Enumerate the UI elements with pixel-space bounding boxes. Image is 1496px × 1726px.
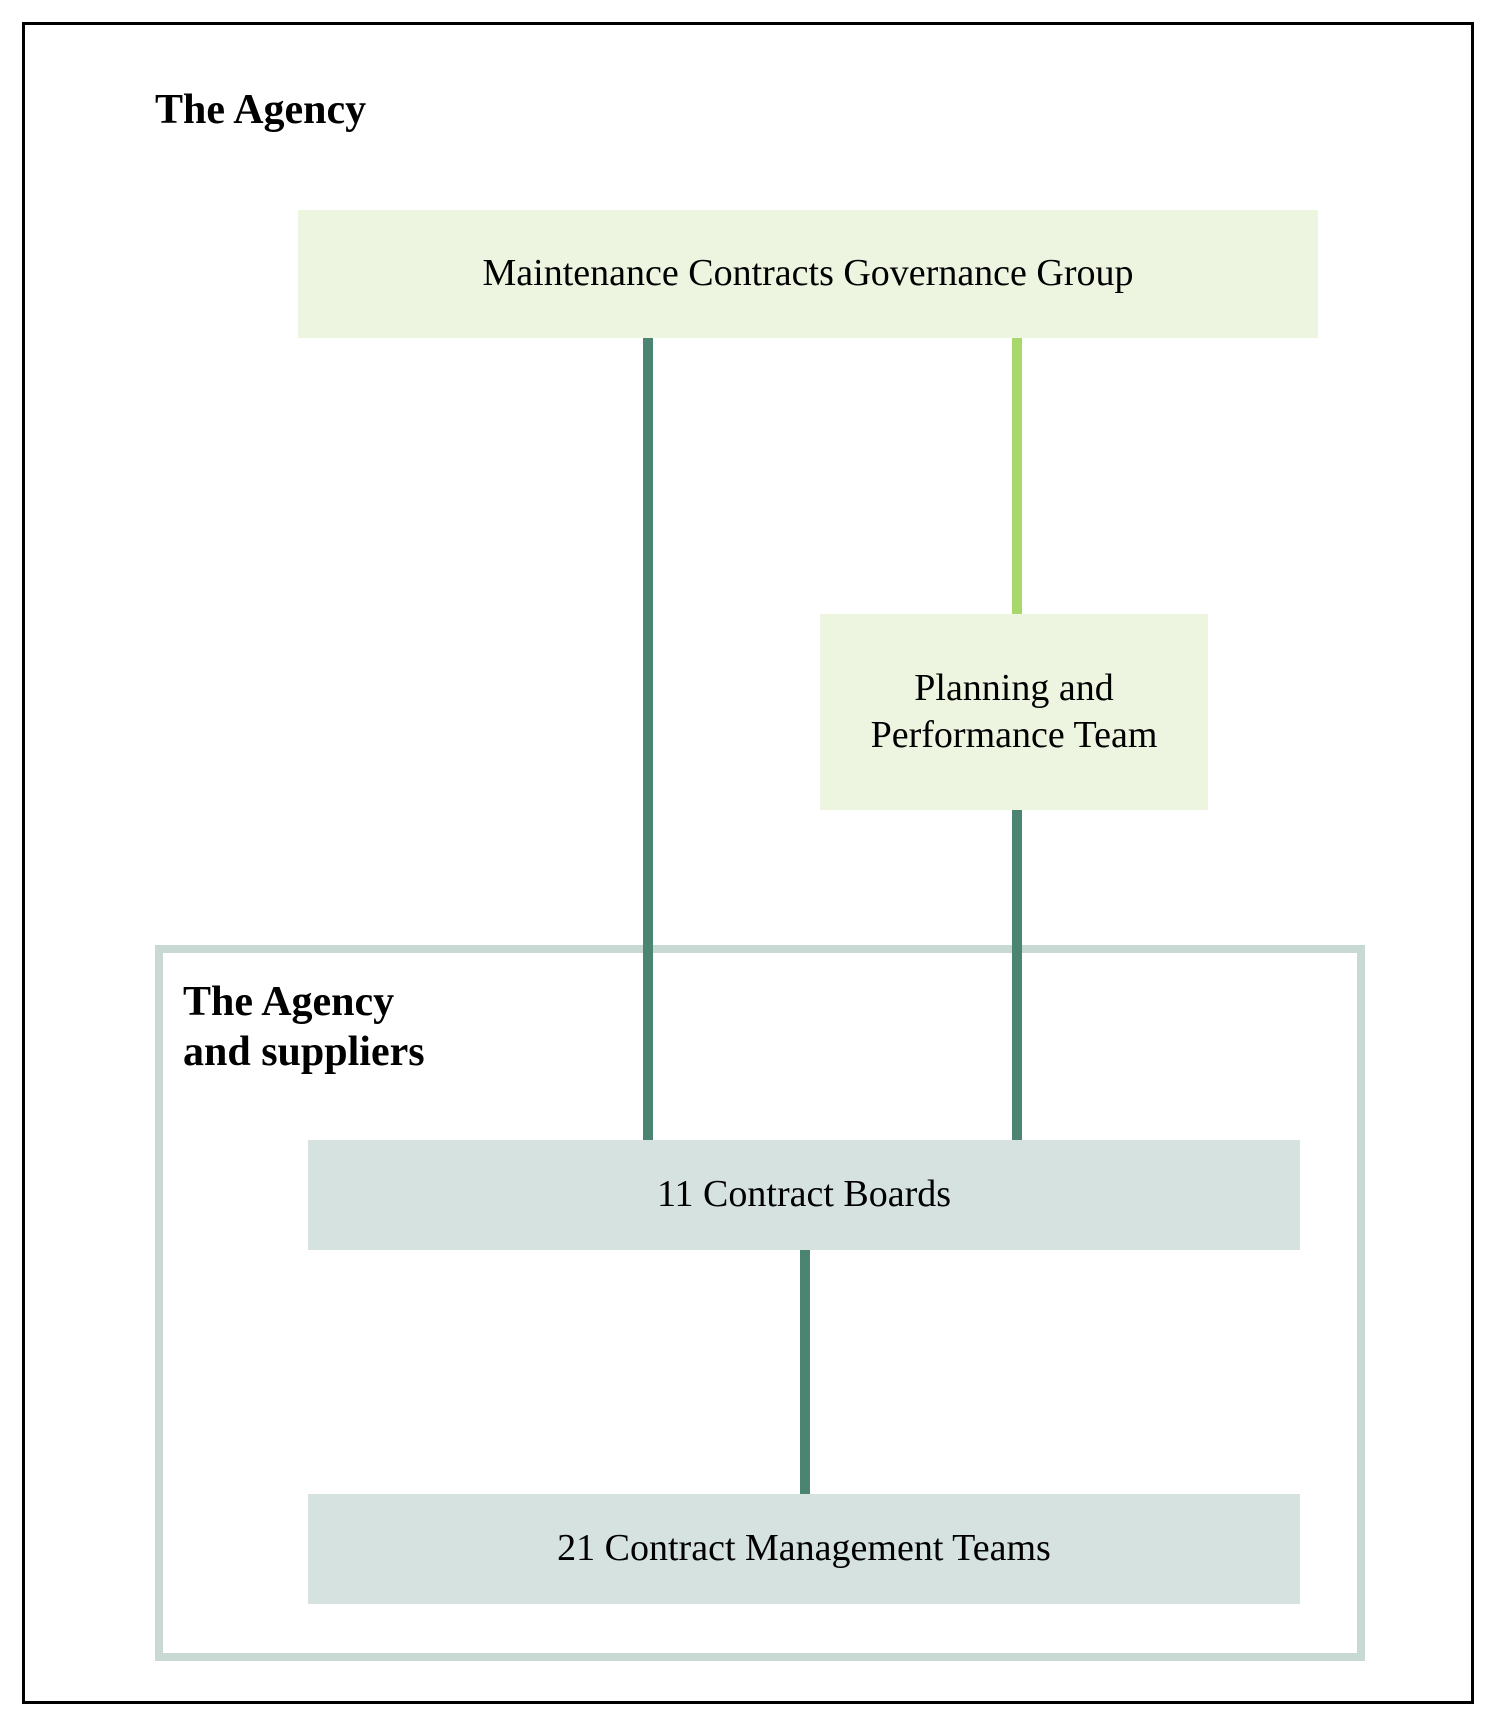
edge-boards-to-mgmt [800,1250,810,1494]
edge-planning-to-boards [1012,810,1022,1140]
mgmt-teams-label: 21 Contract Management Teams [557,1525,1051,1573]
mgmt-teams: 21 Contract Management Teams [308,1494,1300,1604]
edge-gov-to-boards [643,338,653,1140]
governance-group: Maintenance Contracts Governance Group [298,210,1318,338]
planning-team-label: Planning and Performance Team [836,665,1192,760]
title-agency-suppliers: The Agency and suppliers [183,977,463,1078]
contract-boards-label: 11 Contract Boards [657,1171,951,1219]
governance-group-label: Maintenance Contracts Governance Group [482,250,1133,298]
title-agency: The Agency [155,85,366,135]
planning-team: Planning and Performance Team [820,614,1208,810]
diagram-canvas: Maintenance Contracts Governance Group Pl… [0,0,1496,1726]
contract-boards: 11 Contract Boards [308,1140,1300,1250]
edge-gov-to-planning [1012,338,1022,614]
